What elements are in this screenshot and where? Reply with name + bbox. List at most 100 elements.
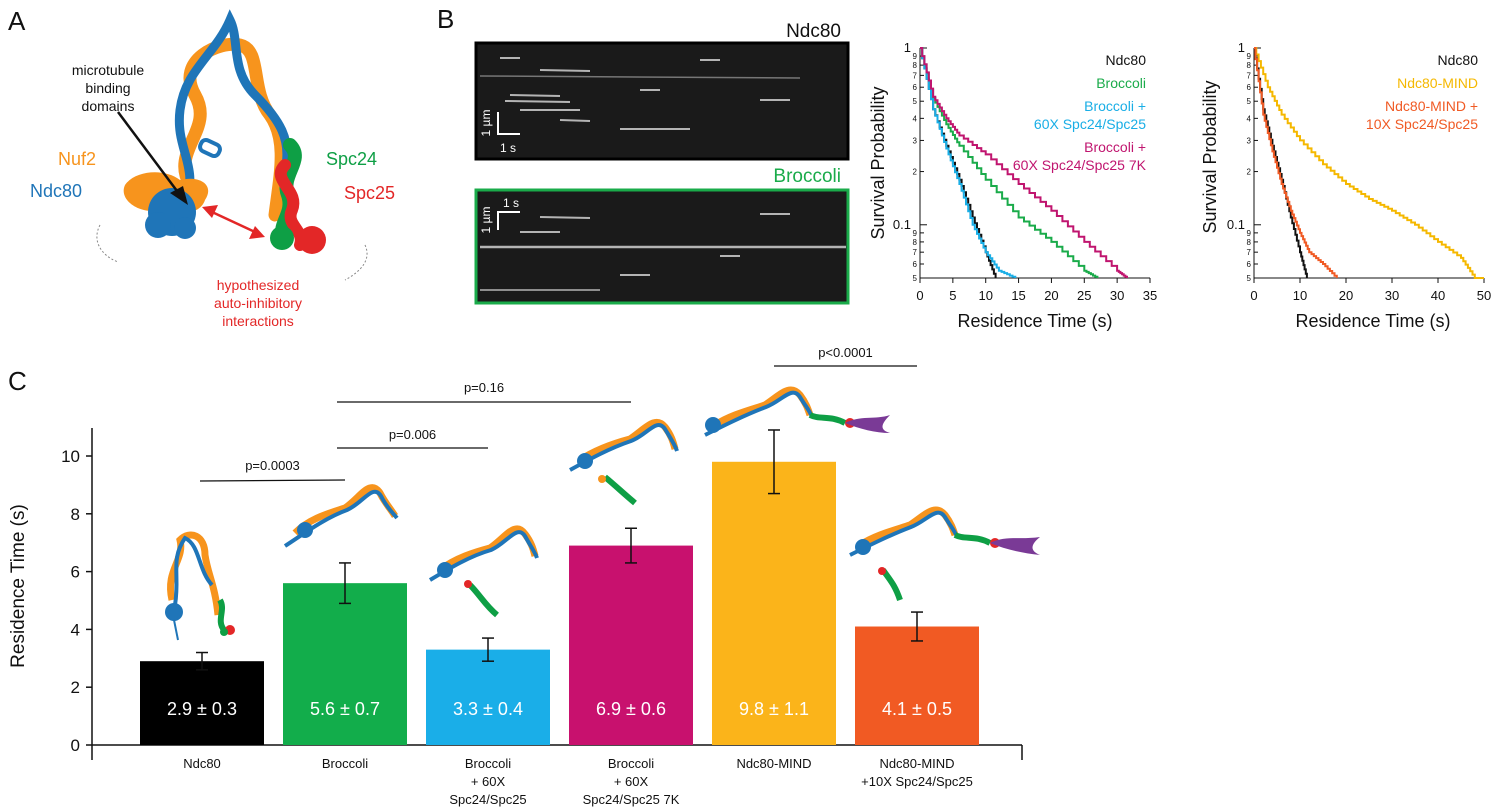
km1-ytick-label: 3 xyxy=(913,136,918,145)
ndc80-label: Ndc80 xyxy=(30,181,82,201)
comparison-line-0 xyxy=(199,479,346,482)
km2-ytick-label: 6 xyxy=(1247,260,1252,269)
km1-ytick-label: 0.1 xyxy=(893,217,911,232)
bar-value-label-5: 4.1 ± 0.5 xyxy=(882,699,952,719)
bar-ytick-label: 8 xyxy=(71,505,80,524)
ndc80-coil xyxy=(174,9,292,210)
km1-ytick-label: 2 xyxy=(913,168,918,177)
bar-category-label-0: Ndc80 xyxy=(183,756,221,771)
km1-xtick-label: 0 xyxy=(916,288,923,303)
kymograph-ndc80 xyxy=(474,41,850,161)
bar-value-label-4: 9.8 ± 1.1 xyxy=(739,699,809,719)
bar-value-label-0: 2.9 ± 0.3 xyxy=(167,699,237,719)
km2-curve-1 xyxy=(1254,47,1484,279)
km2-ytick-label: 6 xyxy=(1247,83,1252,92)
bar-category-label-5: +10X Spc24/Spc25 xyxy=(861,774,973,789)
bar-1 xyxy=(283,583,407,745)
km2-ytick-label: 1 xyxy=(1238,40,1245,55)
km1-ytick-label: 8 xyxy=(913,61,918,70)
mt-label-2: binding xyxy=(85,80,130,96)
kymo1-scale-um: 1 µm xyxy=(479,110,493,137)
km1-curve-2 xyxy=(920,47,1017,278)
arrow-icon xyxy=(116,111,182,196)
bar-3 xyxy=(569,545,693,745)
km2-ytick-label: 7 xyxy=(1247,71,1252,80)
km2-ytick-label: 7 xyxy=(1247,248,1252,257)
comparison-pvalue-3: p<0.0001 xyxy=(818,345,873,360)
km1-ytick-label: 1 xyxy=(904,40,911,55)
km1-legend-0: Ndc80 xyxy=(1106,52,1147,68)
km2-xtick-label: 40 xyxy=(1431,288,1445,303)
comparison-pvalue-0: p=0.0003 xyxy=(245,458,300,473)
schematic-mind xyxy=(704,386,890,437)
km1-ytick-label: 9 xyxy=(913,52,918,61)
schematic-broccoli xyxy=(283,484,399,548)
km2-xtick-label: 30 xyxy=(1385,288,1399,303)
kymo2-title: Broccoli xyxy=(773,166,841,187)
bar-schematics xyxy=(165,386,1040,641)
schematic-broccoli-7k xyxy=(569,418,679,506)
km2-curve-2 xyxy=(1254,47,1338,278)
km1-curve-3 xyxy=(920,47,1128,278)
km1-xtick-label: 25 xyxy=(1077,288,1091,303)
schematic-broccoli-60x xyxy=(428,525,539,618)
km1-ytick-label: 4 xyxy=(913,114,918,123)
km2-xtick-label: 0 xyxy=(1250,288,1257,303)
km1-legend-1: Broccoli xyxy=(1096,75,1146,91)
comparison-pvalue-1: p=0.006 xyxy=(389,427,436,442)
km1-ytick-label: 5 xyxy=(913,274,918,283)
bar-category-label-2: Spc24/Spc25 xyxy=(449,792,526,807)
km1-legend-5: 60X Spc24/Spc25 7K xyxy=(1013,157,1147,173)
kymo1-scale-s: 1 s xyxy=(500,141,516,155)
bar-category-label-5: Ndc80-MIND xyxy=(879,756,954,771)
kymo2-scale-um: 1 µm xyxy=(479,207,493,234)
km1-xtick-label: 35 xyxy=(1143,288,1157,303)
km1-ylabel: Survival Probability xyxy=(868,86,888,239)
km1-legend-4: Broccoli + xyxy=(1084,139,1146,155)
spc24-label: Spc24 xyxy=(326,149,377,169)
km2-ytick-label: 8 xyxy=(1247,61,1252,70)
nuf2-label: Nuf2 xyxy=(58,149,96,169)
ndc80-complex-schematic xyxy=(96,9,368,281)
km1-xtick-label: 20 xyxy=(1044,288,1058,303)
bar-category-label-3: Spc24/Spc25 7K xyxy=(583,792,680,807)
bar-ytick-label: 0 xyxy=(71,736,80,755)
mt-label-1: microtubule xyxy=(72,62,145,78)
km2-ytick-label: 5 xyxy=(1247,97,1252,106)
kymo1-title: Ndc80 xyxy=(786,21,841,42)
km1-xtick-label: 10 xyxy=(978,288,992,303)
bar-ylabel: Residence Time (s) xyxy=(8,504,29,668)
spc25-coil xyxy=(274,159,307,251)
km2-xtick-label: 50 xyxy=(1477,288,1491,303)
panel-letter-b: B xyxy=(437,4,454,34)
km1-ytick-label: 5 xyxy=(913,97,918,106)
km2-ytick-label: 8 xyxy=(1247,238,1252,247)
km2-legend-2: Ndc80-MIND + xyxy=(1385,98,1478,114)
km1-ytick-label: 6 xyxy=(913,83,918,92)
bar-0 xyxy=(140,661,264,745)
kymo2-scale-s: 1 s xyxy=(503,196,519,210)
panel-letter-a: A xyxy=(8,6,26,36)
km1-legend-3: 60X Spc24/Spc25 xyxy=(1034,116,1146,132)
km2-ytick-label: 2 xyxy=(1247,168,1252,177)
auto-label-3: interactions xyxy=(222,313,294,329)
bar-ytick-label: 6 xyxy=(71,563,80,582)
km2-ytick-label: 3 xyxy=(1247,136,1252,145)
bar-5 xyxy=(855,626,979,745)
km1-xtick-label: 30 xyxy=(1110,288,1124,303)
kymograph-broccoli xyxy=(474,188,850,305)
km2-xlabel: Residence Time (s) xyxy=(1295,311,1450,331)
bar-ytick-label: 2 xyxy=(71,678,80,697)
bar-category-label-2: Broccoli xyxy=(465,756,511,771)
bar-category-label-3: + 60X xyxy=(614,774,649,789)
double-arrow-icon xyxy=(211,210,256,234)
km2-ytick-label: 5 xyxy=(1247,274,1252,283)
bar-ytick-label: 10 xyxy=(61,447,80,466)
bar-4 xyxy=(712,461,836,745)
km1-xlabel: Residence Time (s) xyxy=(957,311,1112,331)
bar-ytick-label: 4 xyxy=(71,620,80,639)
bar-value-label-1: 5.6 ± 0.7 xyxy=(310,699,380,719)
km2-ytick-label: 4 xyxy=(1247,114,1252,123)
